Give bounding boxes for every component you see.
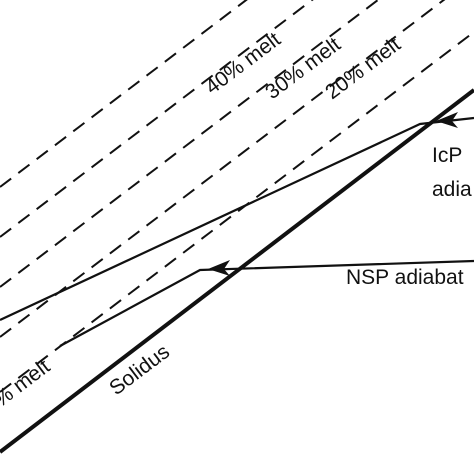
melt-line: [0, 0, 446, 338]
arrowhead: [208, 260, 230, 276]
melt-line: [0, 0, 248, 188]
melt-lines: [0, 0, 474, 393]
melt-label: % melt: [0, 355, 54, 412]
icp-label: adia: [432, 178, 472, 201]
icp-label: IcP: [432, 144, 462, 167]
icp-adiabat: [0, 116, 474, 321]
melt-line: [0, 31, 474, 393]
nsp-label: NSP adiabat: [346, 266, 464, 289]
melt-line: [0, 0, 380, 288]
solidus-label: Solidus: [105, 340, 174, 400]
nsp-adiabat: [59, 259, 474, 347]
melt-line: [0, 0, 314, 238]
solidus-line: [0, 88, 474, 454]
arrowhead: [436, 112, 458, 128]
